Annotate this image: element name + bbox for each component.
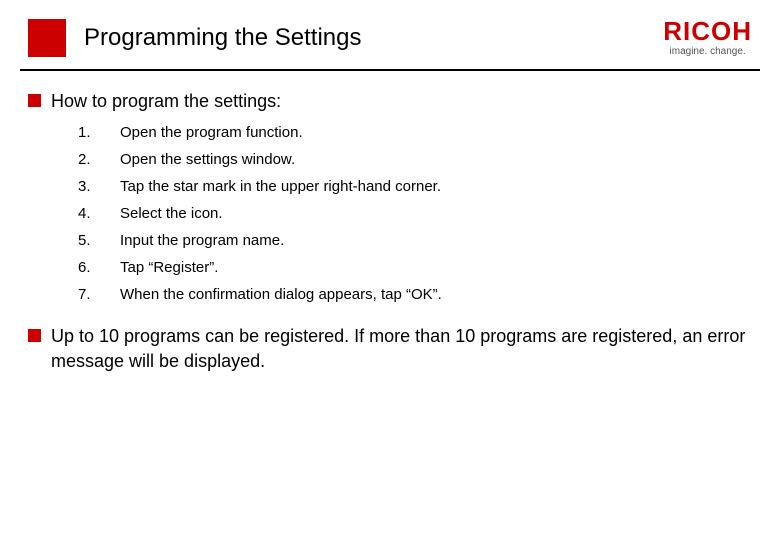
list-item: 1. Open the program function. bbox=[78, 119, 752, 146]
title-bullet-icon bbox=[28, 19, 66, 57]
list-item: 3. Tap the star mark in the upper right-… bbox=[78, 173, 752, 200]
step-number: 3. bbox=[78, 178, 120, 195]
step-number: 1. bbox=[78, 124, 120, 141]
list-item: 4. Select the icon. bbox=[78, 200, 752, 227]
page-title: Programming the Settings bbox=[84, 24, 361, 52]
bullet-icon bbox=[28, 329, 41, 342]
logo-tagline: imagine. change. bbox=[663, 46, 752, 57]
section-how-to: How to program the settings: bbox=[28, 89, 752, 113]
step-text: Input the program name. bbox=[120, 232, 284, 249]
step-text: Open the settings window. bbox=[120, 151, 295, 168]
step-text: Tap the star mark in the upper right-han… bbox=[120, 178, 441, 195]
step-number: 5. bbox=[78, 232, 120, 249]
logo-text: RICOH bbox=[663, 18, 752, 44]
step-text: Open the program function. bbox=[120, 124, 303, 141]
step-text: When the confirmation dialog appears, ta… bbox=[120, 286, 442, 303]
slide-header: Programming the Settings RICOH imagine. … bbox=[0, 0, 780, 69]
step-number: 7. bbox=[78, 286, 120, 303]
list-item: 2. Open the settings window. bbox=[78, 146, 752, 173]
brand-logo: RICOH imagine. change. bbox=[663, 18, 752, 57]
step-number: 2. bbox=[78, 151, 120, 168]
steps-list: 1. Open the program function. 2. Open th… bbox=[78, 119, 752, 308]
step-text: Select the icon. bbox=[120, 205, 223, 222]
step-number: 4. bbox=[78, 205, 120, 222]
step-text: Tap “Register”. bbox=[120, 259, 218, 276]
section-heading: How to program the settings: bbox=[51, 89, 281, 113]
list-item: 6. Tap “Register”. bbox=[78, 254, 752, 281]
list-item: 5. Input the program name. bbox=[78, 227, 752, 254]
section-note: Up to 10 programs can be registered. If … bbox=[28, 324, 752, 373]
title-block: Programming the Settings bbox=[28, 19, 361, 57]
header-divider bbox=[20, 69, 760, 71]
bullet-icon bbox=[28, 94, 41, 107]
list-item: 7. When the confirmation dialog appears,… bbox=[78, 281, 752, 308]
note-text: Up to 10 programs can be registered. If … bbox=[51, 324, 752, 373]
content-area: How to program the settings: 1. Open the… bbox=[0, 89, 780, 373]
step-number: 6. bbox=[78, 259, 120, 276]
